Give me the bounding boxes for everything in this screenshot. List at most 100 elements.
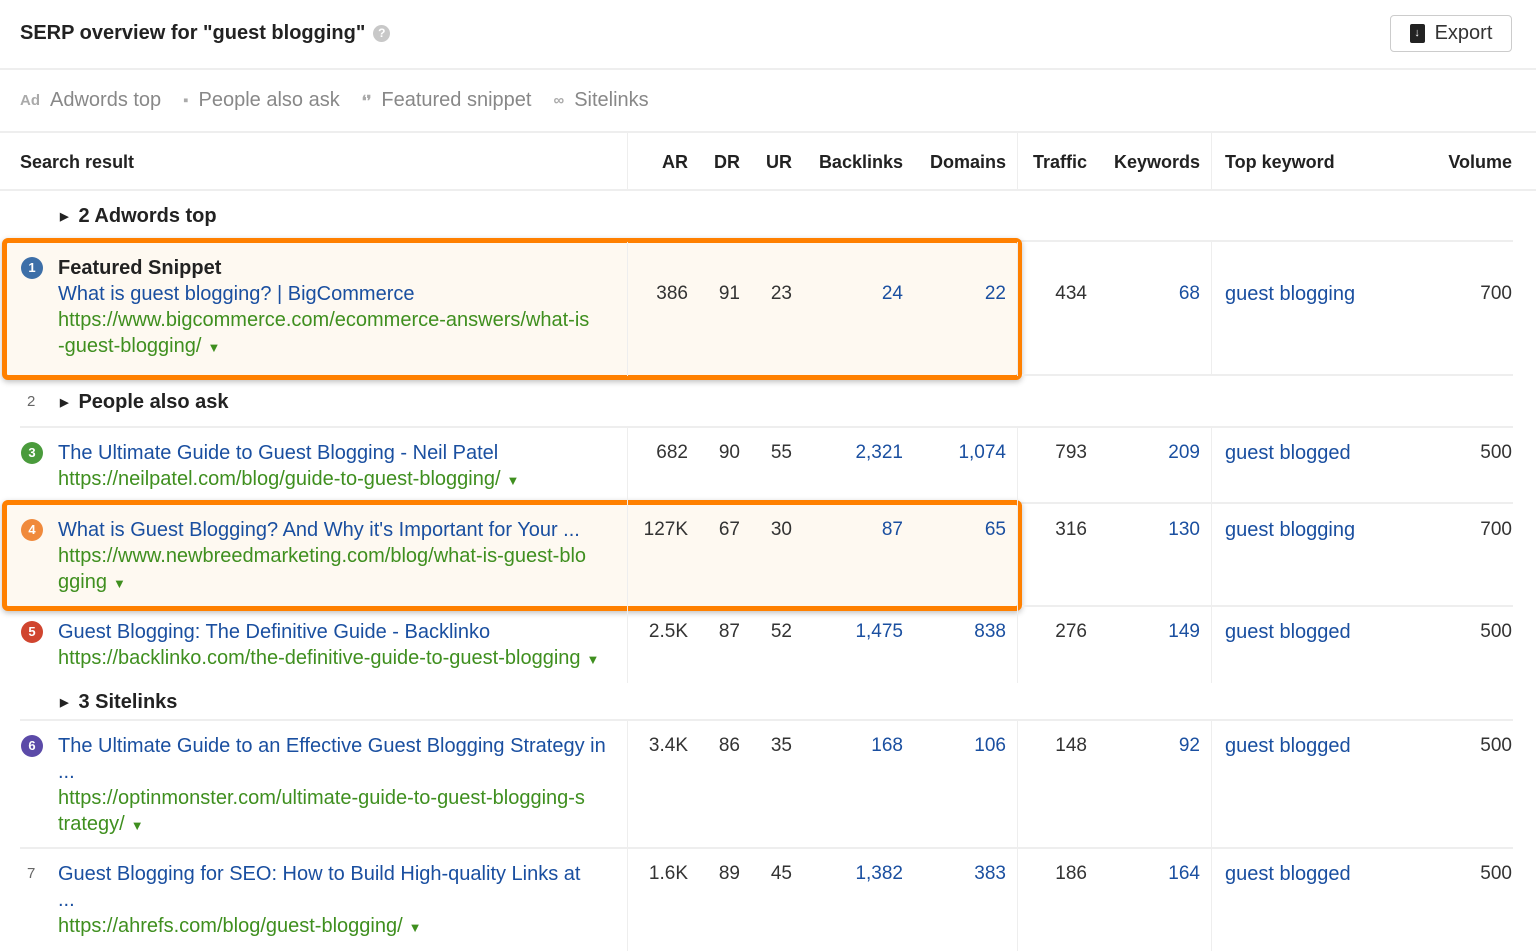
cell-domains[interactable]: 1,074 xyxy=(958,442,1006,463)
result-url[interactable]: https://www.bigcommerce.com/ecommerce-an… xyxy=(58,307,619,333)
cell-backlinks[interactable]: 1,475 xyxy=(855,621,903,642)
result-url[interactable]: https://optinmonster.com/ultimate-guide-… xyxy=(58,785,619,811)
cell-volume: 500 xyxy=(1480,442,1512,463)
result-title-link[interactable]: What is guest blogging? | BigCommerce xyxy=(58,283,415,305)
cell-ur: 30 xyxy=(770,519,792,540)
col-volume[interactable]: Volume xyxy=(1448,152,1512,172)
cell-keywords[interactable]: 92 xyxy=(1178,735,1200,756)
cell-ur: 35 xyxy=(770,735,792,756)
dropdown-caret-icon[interactable]: ▼ xyxy=(586,652,600,667)
highlight-box xyxy=(2,238,1022,380)
position-badge: 3 xyxy=(21,442,43,464)
group-row[interactable]: 2 ▶ People also ask xyxy=(0,376,1536,428)
cell-backlinks[interactable]: 24 xyxy=(881,283,903,304)
cell-top-keyword[interactable]: guest blogging xyxy=(1225,283,1356,305)
cell-keywords[interactable]: 130 xyxy=(1168,519,1200,540)
cell-traffic: 434 xyxy=(1055,283,1087,304)
cell-top-keyword[interactable]: guest blogged xyxy=(1225,442,1351,464)
table-body: ▶ 2 Adwords top 1 Featured Snippet What is … xyxy=(0,191,1536,951)
group-row[interactable]: ▶ 2 Adwords top xyxy=(0,191,1536,242)
filter-adwords-top[interactable]: Ad Adwords top xyxy=(20,89,161,112)
caret-right-icon[interactable]: ▶ xyxy=(60,696,69,709)
title-ellipsis: ... xyxy=(58,761,75,783)
col-domains[interactable]: Domains xyxy=(929,152,1006,172)
cell-keywords[interactable]: 209 xyxy=(1168,442,1200,463)
cell-traffic: 793 xyxy=(1055,442,1087,463)
result-title-link[interactable]: The Ultimate Guide to an Effective Guest… xyxy=(58,735,606,757)
result-title-link[interactable]: Guest Blogging: The Definitive Guide - B… xyxy=(58,621,491,643)
cell-keywords[interactable]: 149 xyxy=(1168,621,1200,642)
group-row[interactable]: ▶ 3 Sitelinks xyxy=(0,683,1536,721)
col-ar[interactable]: AR xyxy=(662,152,688,172)
dropdown-caret-icon[interactable]: ▼ xyxy=(408,920,422,935)
url-text: https://www.newbreedmarketing.com/blog/w… xyxy=(58,545,587,567)
position-number: 7 xyxy=(27,865,36,882)
result-url-cont[interactable]: -guest-blogging/ ▼ xyxy=(58,333,619,361)
table-row: 5 Guest Blogging: The Definitive Guide - … xyxy=(0,607,1536,683)
url-text: https://neilpatel.com/blog/guide-to-gues… xyxy=(58,468,501,490)
cell-backlinks[interactable]: 168 xyxy=(871,735,903,756)
col-search-result[interactable]: Search result xyxy=(0,133,628,189)
dropdown-caret-icon[interactable]: ▼ xyxy=(207,340,221,355)
cell-top-keyword[interactable]: guest blogged xyxy=(1225,863,1351,885)
quote-icon: ❛❜ xyxy=(361,92,372,110)
cell-volume: 500 xyxy=(1480,735,1512,756)
cell-ur: 52 xyxy=(770,621,792,642)
result-url[interactable]: https://www.newbreedmarketing.com/blog/w… xyxy=(58,543,619,569)
question-bubble-icon: ▪ xyxy=(183,92,189,109)
cell-top-keyword[interactable]: guest blogged xyxy=(1225,621,1351,643)
featured-snippet-label: Featured Snippet xyxy=(58,257,222,279)
result-url[interactable]: https://ahrefs.com/blog/guest-blogging/ ▼ xyxy=(58,913,619,941)
cell-keywords[interactable]: 68 xyxy=(1178,283,1200,304)
cell-top-keyword[interactable]: guest blogging xyxy=(1225,519,1356,541)
cell-domains[interactable]: 65 xyxy=(984,519,1006,540)
filter-people-also-ask[interactable]: ▪ People also ask xyxy=(183,89,340,112)
result-title-link[interactable]: Guest Blogging for SEO: How to Build Hig… xyxy=(58,863,581,885)
table-row: 4 What is Guest Blogging? And Why it's Im… xyxy=(0,500,1536,611)
cell-top-keyword[interactable]: guest blogged xyxy=(1225,735,1351,757)
cell-domains[interactable]: 106 xyxy=(974,735,1006,756)
cell-domains[interactable]: 838 xyxy=(974,621,1006,642)
cell-backlinks[interactable]: 1,382 xyxy=(855,863,903,884)
cell-backlinks[interactable]: 87 xyxy=(881,519,903,540)
cell-dr: 86 xyxy=(718,735,740,756)
col-backlinks[interactable]: Backlinks xyxy=(818,152,903,172)
filter-sitelinks[interactable]: ∞ Sitelinks xyxy=(553,89,648,112)
group-label: 3 Sitelinks xyxy=(78,690,178,713)
cell-ar: 682 xyxy=(656,442,688,463)
export-label: Export xyxy=(1434,22,1493,44)
col-traffic[interactable]: Traffic xyxy=(1032,152,1087,172)
col-ur[interactable]: UR xyxy=(766,152,792,172)
dropdown-caret-icon[interactable]: ▼ xyxy=(130,818,144,833)
cell-backlinks[interactable]: 2,321 xyxy=(855,442,903,463)
link-icon: ∞ xyxy=(553,92,565,109)
result-title-link[interactable]: The Ultimate Guide to Guest Blogging - N… xyxy=(58,442,499,464)
caret-right-icon[interactable]: ▶ xyxy=(60,211,69,223)
cell-ar: 127K xyxy=(643,519,688,540)
cell-domains[interactable]: 22 xyxy=(984,283,1006,304)
result-url[interactable]: https://neilpatel.com/blog/guide-to-gues… xyxy=(58,466,619,494)
result-title-link[interactable]: What is Guest Blogging? And Why it's Imp… xyxy=(58,519,580,541)
cell-domains[interactable]: 383 xyxy=(974,863,1006,884)
col-dr[interactable]: DR xyxy=(714,152,740,172)
question-circle-icon[interactable]: ? xyxy=(373,25,391,42)
filter-featured-snippet[interactable]: ❛❜ Featured snippet xyxy=(362,89,532,112)
col-top-keyword[interactable]: Top keyword xyxy=(1225,152,1335,172)
cell-keywords[interactable]: 164 xyxy=(1168,863,1200,884)
col-keywords[interactable]: Keywords xyxy=(1113,152,1200,172)
dropdown-caret-icon[interactable]: ▼ xyxy=(506,473,520,488)
result-url[interactable]: https://backlinko.com/the-definitive-gui… xyxy=(58,645,619,673)
url-text: https://backlinko.com/the-definitive-gui… xyxy=(58,647,581,669)
caret-right-icon[interactable]: ▶ xyxy=(60,396,69,409)
cell-traffic: 186 xyxy=(1055,863,1087,884)
dropdown-caret-icon[interactable]: ▼ xyxy=(112,576,126,591)
export-button[interactable]: ↓ Export xyxy=(1390,15,1512,52)
filter-label: Adwords top xyxy=(50,89,162,111)
cell-dr: 67 xyxy=(718,519,740,540)
result-url-cont[interactable]: gging ▼ xyxy=(58,569,619,597)
cell-volume: 500 xyxy=(1480,621,1512,642)
position-badge: 5 xyxy=(21,621,43,643)
position-badge: 6 xyxy=(21,735,43,757)
cell-dr: 90 xyxy=(718,442,740,463)
result-url-cont[interactable]: trategy/ ▼ xyxy=(58,811,619,839)
